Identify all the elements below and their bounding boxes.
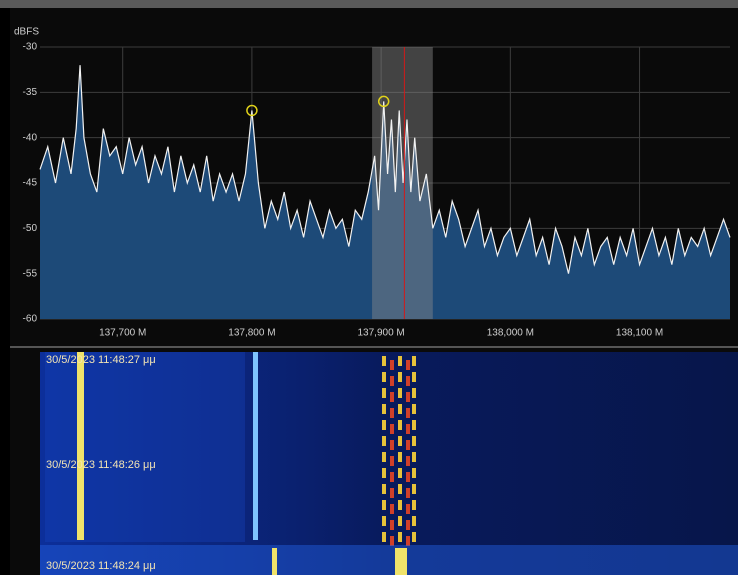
- top-bar: [0, 0, 738, 8]
- timestamp: 30/5/2023 11:48:24 μμ: [46, 560, 156, 572]
- x-tick-label: 137,800 M: [228, 328, 275, 339]
- waterfall-bg: [40, 352, 738, 575]
- waterfall: 30/5/2023 11:48:27 μμ 30/5/2023 11:48:26…: [40, 352, 738, 575]
- y-tick-label: -40: [23, 132, 38, 143]
- waterfall-burst: [382, 356, 416, 548]
- waterfall-noise: [45, 352, 245, 542]
- timestamp: 30/5/2023 11:48:27 μμ: [46, 354, 156, 366]
- waterfall-signal: [395, 548, 407, 575]
- x-tick-label: 138,100 M: [616, 328, 663, 339]
- peak-marker: [377, 95, 390, 108]
- y-axis-label: dBFS: [14, 27, 39, 38]
- waterfall-signal: [77, 352, 84, 540]
- x-tick-label: 137,900 M: [357, 328, 404, 339]
- timestamp: 30/5/2023 11:48:26 μμ: [46, 459, 156, 471]
- y-tick-label: -30: [23, 42, 38, 53]
- waterfall-band: [40, 545, 738, 575]
- waterfall-signal: [272, 548, 277, 575]
- spectrum-line: [39, 65, 731, 274]
- selection-band: [372, 47, 433, 319]
- y-tick-label: -50: [23, 223, 38, 234]
- peak-marker: [246, 104, 258, 117]
- y-tick-label: -35: [23, 87, 38, 98]
- waterfall-signal: [253, 352, 258, 540]
- spectrum-fill: [40, 65, 730, 319]
- x-tick-label: 138,000 M: [487, 328, 534, 339]
- y-tick-label: -55: [23, 268, 38, 279]
- y-tick-label: -45: [23, 178, 38, 189]
- y-tick-label: -60: [23, 314, 38, 325]
- x-tick-label: 137,700 M: [99, 328, 146, 339]
